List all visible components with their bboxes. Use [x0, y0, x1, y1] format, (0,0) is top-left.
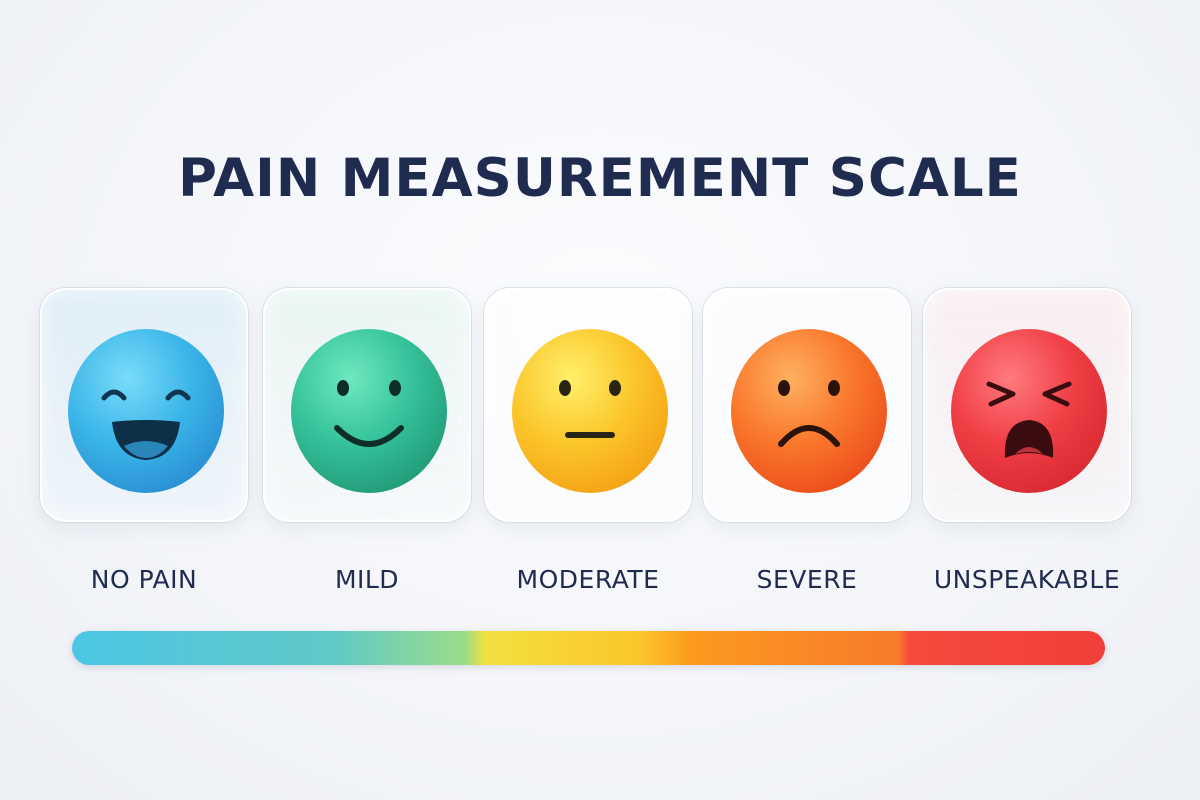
moderate-card[interactable] [484, 288, 692, 522]
pain-gradient-bar [72, 631, 1105, 665]
no-pain-label: NO PAIN [90, 565, 198, 594]
pain-gradient-bar-fill [72, 631, 1105, 665]
unspeakable-label: UNSPEAKABLE [933, 565, 1121, 594]
neutral-face-icon [512, 329, 668, 493]
mild-label: MILD [334, 565, 400, 594]
unspeakable-card[interactable] [923, 288, 1131, 522]
laughing-face-icon [68, 329, 224, 493]
page-title: PAIN MEASUREMENT SCALE [178, 148, 1022, 209]
mild-card[interactable] [263, 288, 471, 522]
no-pain-card[interactable] [40, 288, 248, 522]
frowning-face-icon [731, 329, 887, 493]
severe-card[interactable] [703, 288, 911, 522]
pain-scale [0, 288, 1200, 528]
anguished-face-icon [951, 329, 1107, 493]
smiling-face-icon [291, 329, 447, 493]
severe-label: SEVERE [756, 565, 858, 594]
moderate-label: MODERATE [516, 565, 660, 594]
